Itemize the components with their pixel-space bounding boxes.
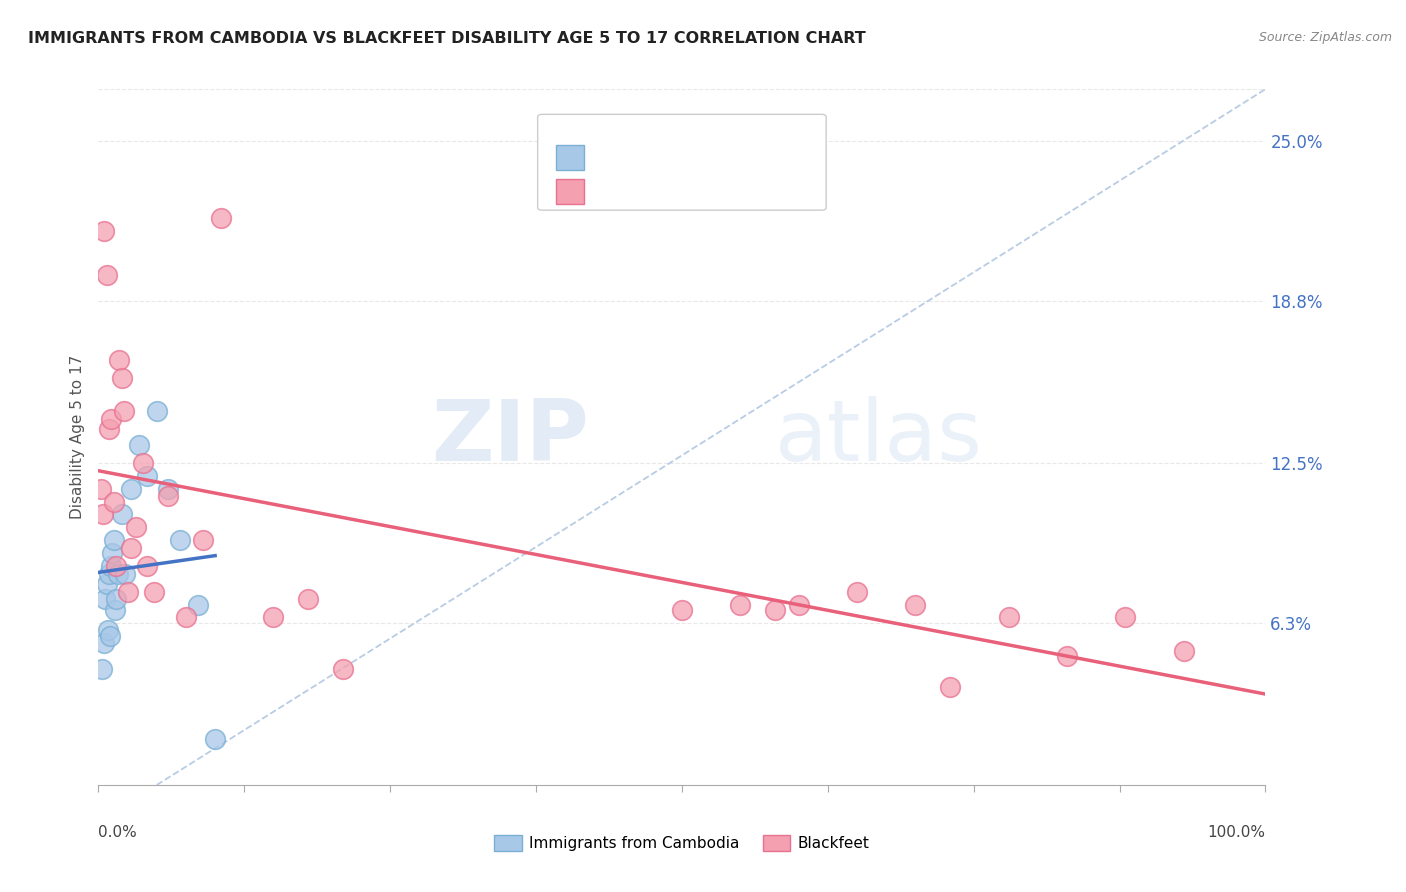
Point xyxy=(96,577,118,591)
Text: atlas: atlas xyxy=(775,395,983,479)
Point xyxy=(763,603,786,617)
Text: R =: R = xyxy=(591,150,626,165)
Point xyxy=(111,508,134,522)
Text: Source: ZipAtlas.com: Source: ZipAtlas.com xyxy=(1258,31,1392,45)
Point xyxy=(132,456,155,470)
Point xyxy=(97,624,120,638)
Point xyxy=(91,508,114,522)
Point xyxy=(125,520,148,534)
Text: IMMIGRANTS FROM CAMBODIA VS BLACKFEET DISABILITY AGE 5 TO 17 CORRELATION CHART: IMMIGRANTS FROM CAMBODIA VS BLACKFEET DI… xyxy=(28,31,866,46)
Point xyxy=(136,558,159,573)
Point xyxy=(128,438,150,452)
Point xyxy=(174,610,197,624)
Point xyxy=(90,662,112,676)
Text: 100.0%: 100.0% xyxy=(1208,825,1265,840)
Text: 0.0%: 0.0% xyxy=(98,825,138,840)
Point xyxy=(120,541,142,555)
Point xyxy=(904,598,927,612)
Point xyxy=(90,482,112,496)
Point xyxy=(100,412,122,426)
Point xyxy=(787,598,810,612)
Point xyxy=(1114,610,1136,624)
Point xyxy=(671,603,693,617)
Point xyxy=(117,584,139,599)
Point xyxy=(846,584,869,599)
Point xyxy=(157,489,180,503)
Point xyxy=(108,352,131,367)
Point xyxy=(1056,649,1078,664)
Point xyxy=(97,422,120,436)
Point xyxy=(112,404,135,418)
Point xyxy=(93,636,115,650)
Y-axis label: Disability Age 5 to 17: Disability Age 5 to 17 xyxy=(69,355,84,519)
Point xyxy=(107,566,129,581)
Point xyxy=(111,371,134,385)
Point xyxy=(187,598,209,612)
Point xyxy=(96,268,118,282)
Point xyxy=(730,598,752,612)
Point xyxy=(104,592,127,607)
Point xyxy=(209,211,232,225)
Point xyxy=(101,546,124,560)
Point xyxy=(120,482,142,496)
Text: 23: 23 xyxy=(742,150,765,165)
Point xyxy=(169,533,191,548)
Text: N =: N = xyxy=(696,184,742,199)
Point xyxy=(297,592,319,607)
Point xyxy=(98,628,121,642)
Point xyxy=(146,404,169,418)
Point xyxy=(143,584,166,599)
Text: 0.340: 0.340 xyxy=(633,150,683,165)
Point xyxy=(1173,644,1195,658)
Point xyxy=(193,533,215,548)
Point xyxy=(97,566,120,581)
Point xyxy=(136,468,159,483)
Point xyxy=(100,558,122,573)
Legend: Immigrants from Cambodia, Blackfeet: Immigrants from Cambodia, Blackfeet xyxy=(488,830,876,857)
Point xyxy=(157,482,180,496)
Text: 35: 35 xyxy=(742,184,765,199)
Point xyxy=(332,662,354,676)
Point xyxy=(997,610,1019,624)
Point xyxy=(103,494,125,508)
Point xyxy=(114,566,136,581)
Text: R =: R = xyxy=(591,184,626,199)
Point xyxy=(939,680,962,694)
Point xyxy=(204,731,226,746)
Text: N =: N = xyxy=(696,150,742,165)
Text: -0.481: -0.481 xyxy=(633,184,690,199)
Point xyxy=(104,603,127,617)
Point xyxy=(94,592,117,607)
Point xyxy=(104,558,127,573)
Point xyxy=(262,610,284,624)
Point xyxy=(93,224,115,238)
Point xyxy=(103,533,125,548)
Text: ZIP: ZIP xyxy=(430,395,589,479)
